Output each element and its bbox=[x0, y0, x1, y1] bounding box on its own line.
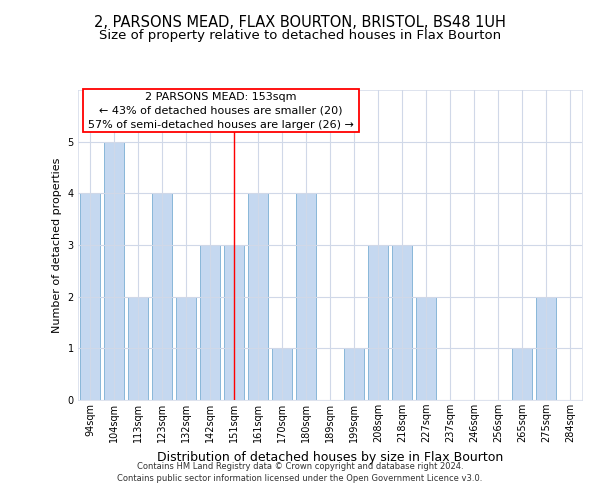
Bar bbox=[512, 348, 532, 400]
Bar bbox=[392, 245, 412, 400]
Bar bbox=[344, 348, 364, 400]
Text: 2 PARSONS MEAD: 153sqm
← 43% of detached houses are smaller (20)
57% of semi-det: 2 PARSONS MEAD: 153sqm ← 43% of detached… bbox=[88, 92, 354, 130]
X-axis label: Distribution of detached houses by size in Flax Bourton: Distribution of detached houses by size … bbox=[157, 450, 503, 464]
Bar bbox=[176, 296, 196, 400]
FancyBboxPatch shape bbox=[83, 89, 359, 132]
Bar bbox=[200, 245, 220, 400]
Bar bbox=[224, 245, 244, 400]
Text: 2, PARSONS MEAD, FLAX BOURTON, BRISTOL, BS48 1UH: 2, PARSONS MEAD, FLAX BOURTON, BRISTOL, … bbox=[94, 15, 506, 30]
Bar bbox=[248, 194, 268, 400]
Text: Contains HM Land Registry data © Crown copyright and database right 2024.
Contai: Contains HM Land Registry data © Crown c… bbox=[118, 462, 482, 483]
Bar bbox=[368, 245, 388, 400]
Bar bbox=[152, 194, 172, 400]
Y-axis label: Number of detached properties: Number of detached properties bbox=[52, 158, 62, 332]
Bar bbox=[272, 348, 292, 400]
Bar bbox=[296, 194, 316, 400]
Bar bbox=[128, 296, 148, 400]
Bar bbox=[536, 296, 556, 400]
Text: Size of property relative to detached houses in Flax Bourton: Size of property relative to detached ho… bbox=[99, 28, 501, 42]
Bar bbox=[80, 194, 100, 400]
Bar bbox=[416, 296, 436, 400]
Bar bbox=[104, 142, 124, 400]
